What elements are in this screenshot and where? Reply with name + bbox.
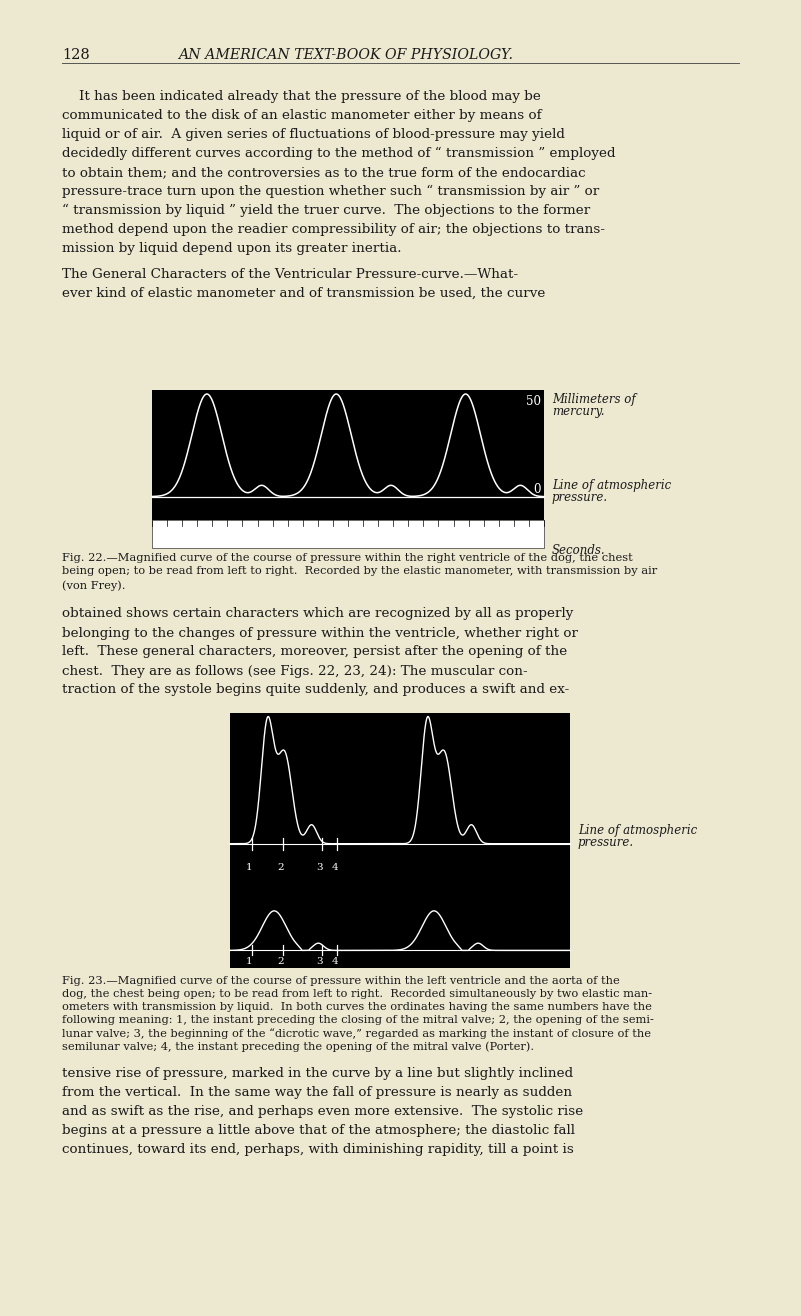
Text: begins at a pressure a little above that of the atmosphere; the diastolic fall: begins at a pressure a little above that…: [62, 1124, 575, 1137]
Text: It has been indicated already that the pressure of the blood may be: It has been indicated already that the p…: [62, 89, 541, 103]
Text: liquid or of air.  A given series of fluctuations of blood-pressure may yield: liquid or of air. A given series of fluc…: [62, 128, 565, 141]
Bar: [230, 712, 570, 873]
Text: chest.  They are as follows (see Figs. 22, 23, 24): The muscular con-: chest. They are as follows (see Figs. 22…: [62, 665, 528, 678]
Text: pressure.: pressure.: [578, 836, 634, 849]
Text: 128: 128: [62, 47, 90, 62]
Text: Line of atmospheric: Line of atmospheric: [552, 479, 671, 492]
Text: to obtain them; and the controversies as to the true form of the endocardiac: to obtain them; and the controversies as…: [62, 166, 586, 179]
Text: tensive rise of pressure, marked in the curve by a line but slightly inclined: tensive rise of pressure, marked in the …: [62, 1067, 574, 1079]
Text: decidedly different curves according to the method of “ transmission ” employed: decidedly different curves according to …: [62, 147, 615, 161]
Text: continues, toward its end, perhaps, with diminishing rapidity, till a point is: continues, toward its end, perhaps, with…: [62, 1142, 574, 1155]
Text: pressure.: pressure.: [552, 491, 608, 504]
Text: 1: 1: [245, 862, 252, 871]
Text: Millimeters of: Millimeters of: [552, 393, 636, 407]
Text: dog, the chest being open; to be read from left to right.  Recorded simultaneous: dog, the chest being open; to be read fr…: [62, 988, 652, 999]
Text: Seconds.: Seconds.: [552, 544, 606, 557]
Text: AN AMERICAN TEXT-BOOK OF PHYSIOLOGY.: AN AMERICAN TEXT-BOOK OF PHYSIOLOGY.: [178, 47, 513, 62]
Text: “ transmission by liquid ” yield the truer curve.  The objections to the former: “ transmission by liquid ” yield the tru…: [62, 204, 590, 217]
Bar: [152, 390, 544, 520]
Text: 1: 1: [245, 958, 252, 966]
Text: pressure-trace turn upon the question whether such “ transmission by air ” or: pressure-trace turn upon the question wh…: [62, 186, 599, 199]
Text: 2: 2: [277, 862, 284, 871]
Text: from the vertical.  In the same way the fall of pressure is nearly as sudden: from the vertical. In the same way the f…: [62, 1086, 572, 1099]
Text: 4: 4: [332, 862, 338, 871]
Text: 4: 4: [332, 958, 338, 966]
Text: 0: 0: [533, 483, 541, 496]
Text: belonging to the changes of pressure within the ventricle, whether right or: belonging to the changes of pressure wit…: [62, 626, 578, 640]
Text: The General Characters of the Ventricular Pressure-curve.—What-: The General Characters of the Ventricula…: [62, 268, 518, 282]
Bar: [152, 520, 544, 547]
Text: and as swift as the rise, and perhaps even more extensive.  The systolic rise: and as swift as the rise, and perhaps ev…: [62, 1104, 583, 1117]
Text: Line of atmospheric: Line of atmospheric: [578, 824, 697, 837]
Text: 2: 2: [277, 958, 284, 966]
Text: ometers with transmission by liquid.  In both curves the ordinates having the sa: ometers with transmission by liquid. In …: [62, 1001, 652, 1012]
Text: 2: 2: [476, 524, 483, 534]
Text: 3: 3: [316, 862, 322, 871]
Text: 50: 50: [526, 395, 541, 408]
Text: 3: 3: [316, 958, 322, 966]
Text: Fig. 23.—Magnified curve of the course of pressure within the left ventricle and: Fig. 23.—Magnified curve of the course o…: [62, 975, 620, 986]
Text: lunar valve; 3, the beginning of the “dicrotic wave,” regarded as marking the in: lunar valve; 3, the beginning of the “di…: [62, 1028, 651, 1040]
Text: method depend upon the readier compressibility of air; the objections to trans-: method depend upon the readier compressi…: [62, 222, 605, 236]
Text: traction of the systole begins quite suddenly, and produces a swift and ex-: traction of the systole begins quite sud…: [62, 683, 570, 696]
Text: communicated to the disk of an elastic manometer either by means of: communicated to the disk of an elastic m…: [62, 109, 541, 122]
Bar: [230, 873, 570, 967]
Text: obtained shows certain characters which are recognized by all as properly: obtained shows certain characters which …: [62, 608, 574, 621]
Text: 0: 0: [153, 524, 160, 534]
Text: semilunar valve; 4, the instant preceding the opening of the mitral valve (Porte: semilunar valve; 4, the instant precedin…: [62, 1041, 534, 1051]
Text: ever kind of elastic manometer and of transmission be used, the curve: ever kind of elastic manometer and of tr…: [62, 287, 545, 300]
Text: 1: 1: [343, 524, 349, 534]
Text: mercury.: mercury.: [552, 405, 605, 418]
Text: being open; to be read from left to right.  Recorded by the elastic manometer, w: being open; to be read from left to righ…: [62, 566, 658, 576]
Text: left.  These general characters, moreover, persist after the opening of the: left. These general characters, moreover…: [62, 646, 567, 658]
Text: (von Frey).: (von Frey).: [62, 580, 126, 591]
Text: following meaning: 1, the instant preceding the closing of the mitral valve; 2, : following meaning: 1, the instant preced…: [62, 1015, 654, 1025]
Text: mission by liquid depend upon its greater inertia.: mission by liquid depend upon its greate…: [62, 242, 401, 255]
Text: Fig. 22.—Magnified curve of the course of pressure within the right ventricle of: Fig. 22.—Magnified curve of the course o…: [62, 553, 633, 563]
